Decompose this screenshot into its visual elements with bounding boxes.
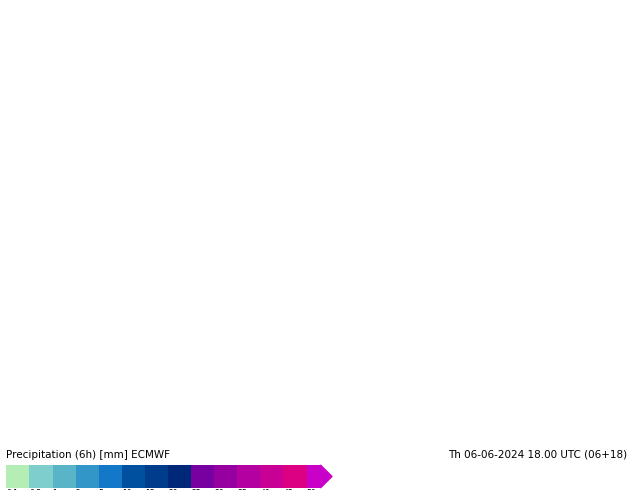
- Polygon shape: [320, 465, 332, 488]
- Text: 2: 2: [75, 489, 81, 490]
- Text: Precipitation (6h) [mm] ECMWF: Precipitation (6h) [mm] ECMWF: [6, 450, 171, 460]
- Text: 45: 45: [283, 489, 294, 490]
- Bar: [122, 465, 145, 488]
- Text: 1: 1: [53, 489, 57, 490]
- Text: 5: 5: [99, 489, 103, 490]
- Bar: [261, 465, 283, 488]
- Text: 50: 50: [307, 489, 316, 490]
- Bar: [99, 465, 122, 488]
- Bar: [168, 465, 191, 488]
- Bar: [237, 465, 261, 488]
- Bar: [6, 465, 29, 488]
- Text: 25: 25: [191, 489, 201, 490]
- Text: 0.1: 0.1: [6, 489, 18, 490]
- Text: 0.5: 0.5: [29, 489, 42, 490]
- Text: 15: 15: [145, 489, 155, 490]
- Text: 10: 10: [122, 489, 131, 490]
- Bar: [214, 465, 237, 488]
- Bar: [29, 465, 53, 488]
- Text: 20: 20: [168, 489, 178, 490]
- Bar: [53, 465, 75, 488]
- Bar: [283, 465, 307, 488]
- Bar: [145, 465, 168, 488]
- Text: 35: 35: [237, 489, 247, 490]
- Bar: [307, 465, 320, 488]
- Bar: [191, 465, 214, 488]
- Bar: [75, 465, 99, 488]
- Text: 40: 40: [261, 489, 270, 490]
- Text: 30: 30: [214, 489, 224, 490]
- Text: Th 06-06-2024 18.00 UTC (06+18): Th 06-06-2024 18.00 UTC (06+18): [448, 450, 628, 460]
